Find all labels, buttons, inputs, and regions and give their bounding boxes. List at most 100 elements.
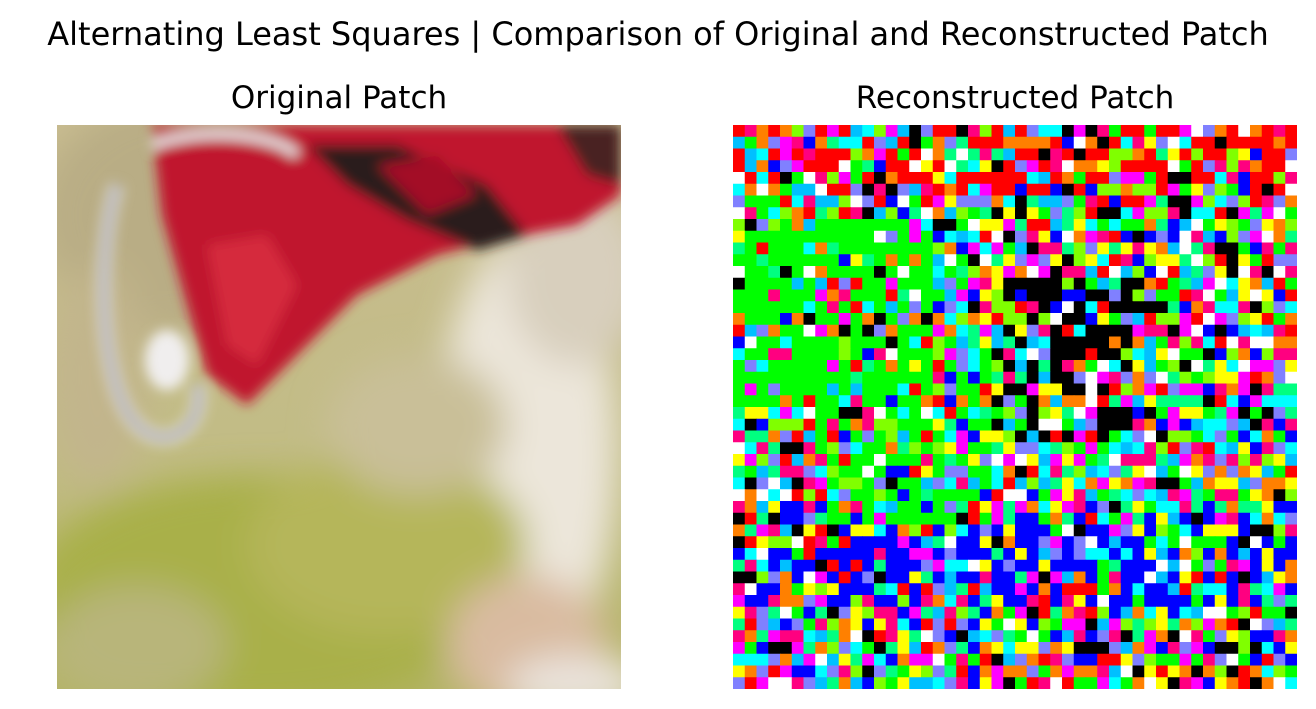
reconstruction-pixel: [897, 254, 910, 267]
reconstruction-pixel: [744, 207, 758, 220]
reconstruction-pixel: [768, 677, 781, 689]
reconstruction-pixel: [1167, 242, 1181, 255]
reconstruction-pixel: [1073, 230, 1087, 244]
reconstruction-pixel: [1203, 559, 1216, 573]
reconstruction-pixel: [1285, 195, 1297, 208]
reconstruction-pixel: [744, 183, 758, 197]
reconstruction-pixel: [827, 136, 840, 150]
reconstruction-pixel: [1097, 313, 1110, 326]
reconstruction-pixel: [1144, 430, 1157, 443]
reconstruction-pixel: [1203, 606, 1216, 620]
reconstruction-pixel: [1097, 489, 1110, 502]
reconstruction-pixel: [1062, 407, 1075, 420]
reconstruction-pixel: [921, 289, 934, 302]
reconstruction-pixel: [733, 618, 746, 631]
reconstruction-pixel: [956, 477, 969, 490]
reconstruction-pixel: [791, 195, 805, 208]
reconstruction-pixel: [1073, 242, 1087, 255]
reconstruction-pixel: [791, 430, 805, 443]
reconstruction-pixel: [1073, 583, 1087, 596]
reconstruction-pixel: [827, 454, 840, 467]
reconstruction-pixel: [932, 630, 946, 643]
reconstruction-pixel: [1167, 430, 1181, 443]
reconstruction-pixel: [815, 266, 828, 279]
reconstruction-pixel: [768, 289, 781, 302]
reconstruction-pixel: [1238, 348, 1251, 361]
reconstruction-pixel: [1273, 371, 1286, 385]
reconstruction-pixel: [791, 677, 805, 689]
reconstruction-pixel: [1050, 642, 1063, 655]
reconstruction-pixel: [768, 642, 781, 655]
reconstruction-pixel: [932, 677, 946, 689]
reconstruction-pixel: [1109, 172, 1122, 185]
reconstruction-pixel: [1203, 383, 1216, 396]
reconstruction-pixel: [1191, 254, 1204, 267]
reconstruction-pixel: [1085, 160, 1098, 173]
reconstruction-pixel: [1167, 524, 1181, 537]
reconstruction-pixel: [850, 242, 863, 255]
reconstruction-pixel: [1273, 183, 1286, 197]
reconstruction-pixel: [1191, 665, 1204, 678]
reconstruction-pixel: [885, 324, 899, 338]
reconstruction-pixel: [885, 512, 899, 526]
reconstruction-pixel: [862, 395, 875, 408]
reconstruction-pixel: [1250, 524, 1263, 537]
reconstruction-pixel: [791, 371, 805, 385]
reconstruction-pixel: [1015, 536, 1028, 549]
reconstruction-pixel: [1062, 148, 1075, 161]
reconstruction-pixel: [1179, 665, 1192, 678]
reconstruction-pixel: [944, 548, 957, 561]
reconstruction-pixel: [897, 548, 910, 561]
reconstruction-pixel: [850, 301, 863, 314]
reconstruction-pixel: [1250, 595, 1263, 608]
reconstruction-pixel: [1062, 642, 1075, 655]
reconstruction-pixel: [956, 172, 969, 185]
reconstruction-pixel: [1038, 501, 1051, 514]
reconstruction-pixel: [862, 489, 875, 502]
reconstruction-pixel: [1120, 595, 1134, 608]
reconstruction-pixel: [1238, 324, 1251, 338]
reconstruction-pixel: [1026, 606, 1040, 620]
reconstruction-pixel: [944, 289, 957, 302]
reconstruction-pixel: [1097, 207, 1110, 220]
reconstruction-pixel: [1203, 571, 1216, 584]
reconstruction-pixel: [909, 512, 922, 526]
reconstruction-pixel: [791, 230, 805, 244]
reconstruction-pixel: [1179, 501, 1192, 514]
reconstruction-pixel: [1050, 348, 1063, 361]
reconstruction-pixel: [768, 371, 781, 385]
reconstruction-pixel: [744, 383, 758, 396]
reconstruction-pixel: [1214, 559, 1228, 573]
reconstruction-pixel: [1273, 348, 1286, 361]
reconstruction-pixel: [756, 277, 769, 291]
reconstruction-pixel: [838, 477, 852, 490]
reconstruction-pixel: [1250, 336, 1263, 349]
reconstruction-pixel: [850, 583, 863, 596]
reconstruction-pixel: [1085, 254, 1098, 267]
reconstruction-pixel: [803, 489, 816, 502]
reconstruction-pixel: [968, 524, 981, 537]
reconstruction-pixel: [1050, 254, 1063, 267]
reconstruction-pixel: [1250, 266, 1263, 279]
reconstruction-pixel: [1062, 501, 1075, 514]
reconstruction-pixel: [791, 630, 805, 643]
reconstruction-pixel: [791, 489, 805, 502]
reconstruction-pixel: [1038, 348, 1051, 361]
reconstruction-pixel: [815, 489, 828, 502]
reconstruction-pixel: [1214, 665, 1228, 678]
reconstruction-pixel: [1144, 665, 1157, 678]
reconstruction-pixel: [768, 548, 781, 561]
reconstruction-pixel: [1179, 548, 1192, 561]
reconstruction-pixel: [803, 277, 816, 291]
reconstruction-pixel: [838, 160, 852, 173]
reconstruction-pixel: [1226, 630, 1239, 643]
reconstruction-pixel: [956, 313, 969, 326]
reconstruction-pixel: [932, 172, 946, 185]
reconstruction-pixel: [921, 512, 934, 526]
reconstruction-pixel: [1250, 395, 1263, 408]
reconstruction-pixel: [1167, 289, 1181, 302]
reconstruction-pixel: [991, 418, 1004, 432]
reconstruction-pixel: [768, 665, 781, 678]
reconstruction-pixel: [979, 183, 993, 197]
reconstruction-pixel: [1273, 501, 1286, 514]
